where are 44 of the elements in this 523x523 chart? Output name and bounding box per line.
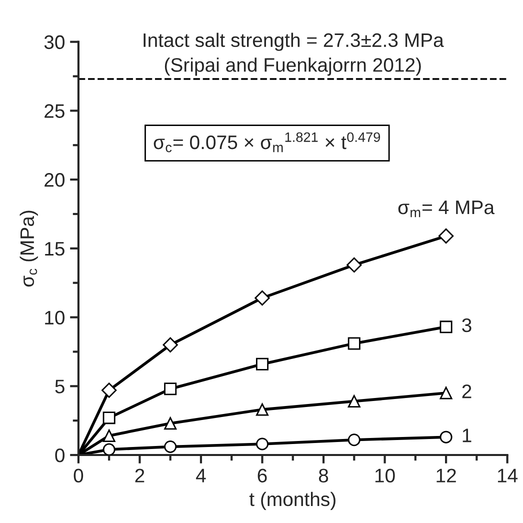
point <box>256 438 268 450</box>
point <box>164 417 177 430</box>
point <box>348 434 360 446</box>
point <box>256 358 268 370</box>
point <box>440 320 452 334</box>
y-tick-label: 0 <box>55 448 64 462</box>
ref-line-label: Intact salt strength = 27.3±2.3 MPa <box>144 32 444 51</box>
point <box>346 257 362 273</box>
x-tick-label: 0 <box>74 468 84 482</box>
point <box>164 382 177 396</box>
y-tick-label: 15 <box>45 242 64 256</box>
x-axis-title: t (months) <box>249 492 336 510</box>
point <box>102 429 116 442</box>
x-tick-label: 2 <box>135 468 144 482</box>
point <box>440 430 452 444</box>
y-axis-title: σ$_{c}$ (MPa) <box>20 210 38 287</box>
point <box>438 228 454 244</box>
x-tick-label: 14 <box>498 468 518 482</box>
point <box>102 412 116 424</box>
x-tick-label: 10 <box>375 468 395 482</box>
series-label: σ$_{m}$= 4 MPa <box>398 200 495 218</box>
point <box>162 337 178 352</box>
y-tick-label: 20 <box>44 173 64 187</box>
x-tick-label: 8 <box>318 468 328 482</box>
point <box>348 395 360 408</box>
series-label: 3 <box>462 318 472 332</box>
y-tick-label: 30 <box>44 35 64 50</box>
series-label: 2 <box>462 384 472 398</box>
point <box>102 382 117 398</box>
series-label: 1 <box>462 428 472 442</box>
y-tick-label: 5 <box>55 380 64 394</box>
point <box>164 440 177 453</box>
annotation: (Sripai and Fuenkajorrn 2012) <box>164 58 421 76</box>
point <box>256 403 268 416</box>
x-tick-label: 6 <box>258 468 267 482</box>
x-tick-label: 4 <box>196 468 206 482</box>
point <box>254 290 270 306</box>
x-tick-label: 12 <box>436 468 456 482</box>
point <box>348 337 360 350</box>
y-tick-label: 10 <box>45 310 64 325</box>
point <box>102 443 116 456</box>
annotation: σ$_{c}$= 0.075 × σ$_{m}$$^{1.821}$ × t$^{0.479}$ <box>154 132 380 152</box>
point <box>440 386 452 400</box>
y-tick-label: 25 <box>44 104 64 118</box>
